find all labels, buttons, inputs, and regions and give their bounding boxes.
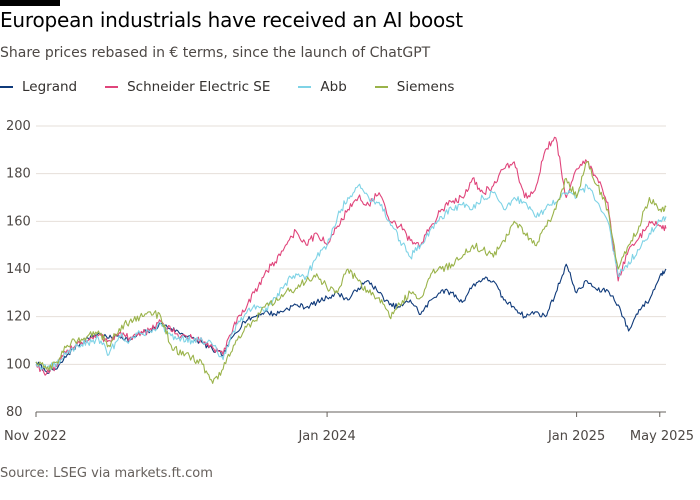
y-tick-label: 140 bbox=[6, 262, 31, 277]
legend-item-schneider: Schneider Electric SE bbox=[105, 79, 270, 95]
series-line-siemens bbox=[35, 161, 667, 384]
legend: Legrand Schneider Electric SE Abb Siemen… bbox=[0, 79, 482, 95]
chart-subtitle: Share prices rebased in € terms, since t… bbox=[0, 45, 431, 61]
y-tick-label: 180 bbox=[6, 167, 31, 182]
legend-label: Abb bbox=[320, 79, 347, 95]
legend-swatch bbox=[105, 86, 119, 88]
series-line-abb bbox=[35, 183, 667, 371]
source-note: Source: LSEG via markets.ft.com bbox=[0, 466, 213, 481]
legend-swatch bbox=[0, 86, 13, 88]
legend-swatch bbox=[374, 86, 388, 88]
y-tick-label: 100 bbox=[6, 357, 31, 372]
legend-item-siemens: Siemens bbox=[374, 79, 455, 95]
x-tick-label: Jan 2025 bbox=[547, 429, 605, 444]
x-tick-label: Jan 2024 bbox=[297, 429, 355, 444]
line-chart: 80 100 120 140 160 180 200 Nov 2022 Jan 2024 Jan … bbox=[4, 119, 694, 444]
legend-item-abb: Abb bbox=[298, 79, 347, 95]
brand-bar bbox=[0, 0, 60, 6]
x-tick-label: Nov 2022 bbox=[4, 429, 67, 444]
y-tick-label: 80 bbox=[6, 405, 23, 420]
legend-item-legrand: Legrand bbox=[0, 79, 77, 95]
y-tick-label: 200 bbox=[6, 119, 31, 134]
legend-swatch bbox=[298, 86, 312, 88]
series-line-schneider-electric-se bbox=[35, 136, 667, 376]
legend-label: Legrand bbox=[22, 79, 78, 95]
chart-title: European industrials have received an AI… bbox=[0, 8, 463, 32]
legend-label: Siemens bbox=[396, 79, 455, 95]
y-tick-label: 160 bbox=[6, 214, 31, 229]
legend-label: Schneider Electric SE bbox=[127, 79, 271, 95]
x-tick-label: May 2025 bbox=[630, 429, 694, 444]
y-tick-label: 120 bbox=[6, 310, 31, 325]
